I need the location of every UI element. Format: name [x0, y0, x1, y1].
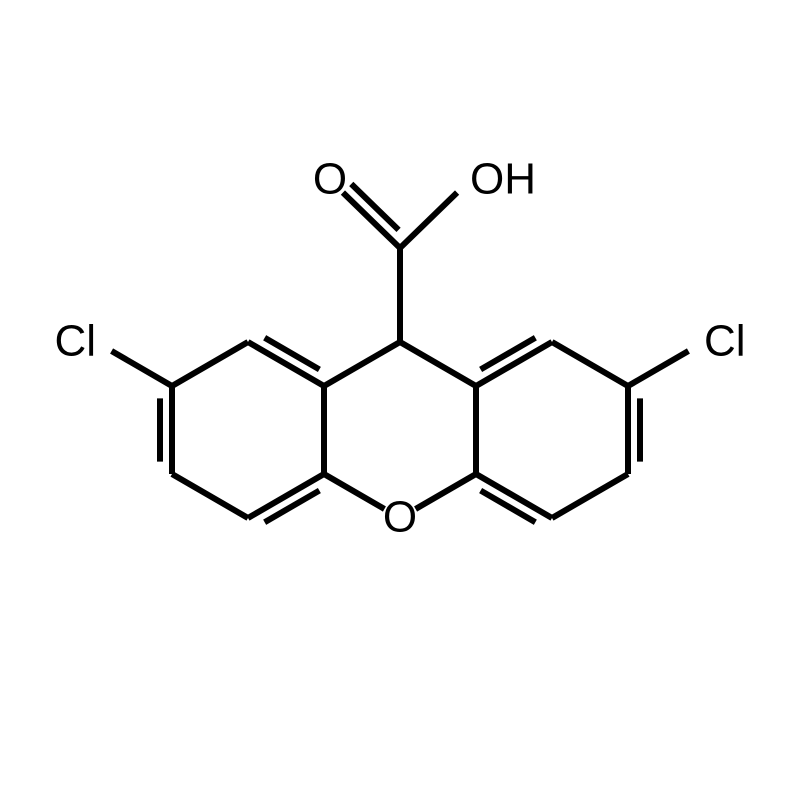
molecule-diagram: O OH O Cl Cl — [0, 0, 800, 800]
atom-labels: O OH O Cl Cl — [54, 155, 745, 542]
atom-O_OH: OH — [470, 155, 536, 204]
bonds — [112, 184, 689, 522]
atom-O_ring: O — [383, 493, 417, 542]
atom-Cl_R: Cl — [704, 317, 746, 366]
atom-O_dbl: O — [313, 155, 347, 204]
atom-Cl_L: Cl — [54, 317, 96, 366]
